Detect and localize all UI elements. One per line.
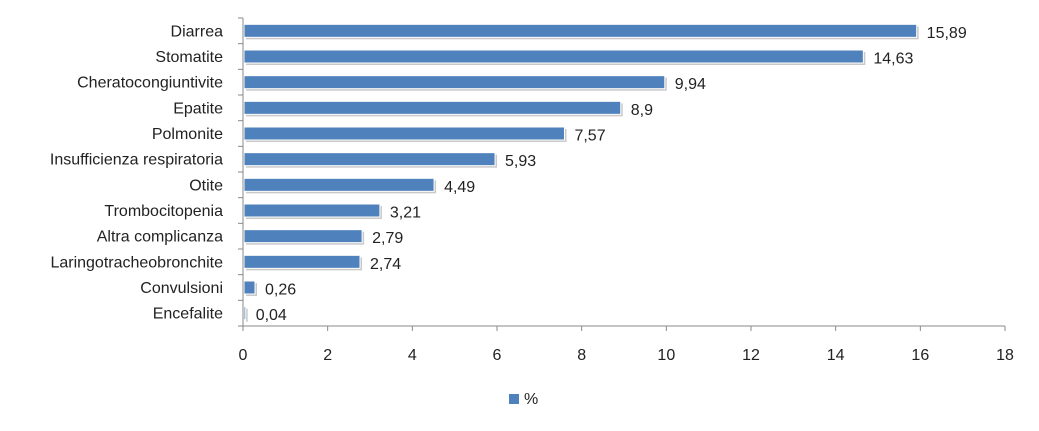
category-label: Otite [189, 177, 223, 194]
x-tick-label: 14 [827, 347, 845, 364]
data-label: 9,94 [675, 76, 706, 93]
x-tick-label: 10 [657, 347, 675, 364]
bar [243, 306, 247, 321]
data-label: 7,57 [574, 128, 605, 145]
category-label: Convulsioni [140, 280, 223, 297]
bar [243, 280, 256, 295]
category-label: Altra complicanza [97, 229, 223, 246]
bar [243, 23, 918, 38]
data-label: 5,93 [505, 153, 536, 170]
bar [243, 229, 363, 244]
x-tick-label: 16 [911, 347, 929, 364]
category-label: Encefalite [153, 306, 223, 323]
data-label: 14,63 [873, 51, 913, 68]
bar [243, 100, 622, 115]
bar [243, 126, 565, 141]
category-label: Epatite [173, 100, 223, 117]
category-label: Polmonite [152, 126, 223, 143]
category-label: Trombocitopenia [104, 203, 223, 220]
bar [243, 152, 496, 167]
x-tick-label: 8 [577, 347, 586, 364]
bar [243, 203, 381, 218]
data-label: 3,21 [390, 205, 421, 222]
x-tick-label: 0 [239, 347, 248, 364]
bar [243, 49, 864, 64]
x-tick-label: 4 [408, 347, 417, 364]
legend: % [509, 391, 538, 408]
category-label: Cheratocongiuntivite [77, 75, 223, 92]
data-label: 15,89 [927, 25, 967, 42]
data-label: 0,04 [256, 307, 287, 324]
category-label: Stomatite [155, 49, 223, 66]
data-label: 2,74 [370, 256, 401, 273]
x-tick-label: 12 [742, 347, 760, 364]
bar-shadow [246, 308, 248, 322]
data-label: 2,79 [372, 230, 403, 247]
data-label: 4,49 [444, 179, 475, 196]
legend-label-percent: % [524, 391, 538, 408]
plot-area: 0 2 4 6 8 10 12 14 16 18 Diarrea 15,89 Stomatite 14,6… [50, 17, 1014, 364]
x-tick-label: 18 [996, 347, 1014, 364]
x-tick-label: 2 [323, 347, 332, 364]
data-label: 0,26 [265, 282, 296, 299]
bar [243, 177, 435, 192]
x-tick-label: 6 [493, 347, 502, 364]
legend-swatch [509, 394, 519, 404]
data-label: 8,9 [631, 102, 653, 119]
bar [243, 254, 361, 269]
bar [243, 75, 666, 90]
category-label: Insufficienza respiratoria [50, 152, 223, 169]
category-label: Diarrea [171, 23, 224, 40]
category-label: Laringotracheobronchite [50, 254, 223, 271]
